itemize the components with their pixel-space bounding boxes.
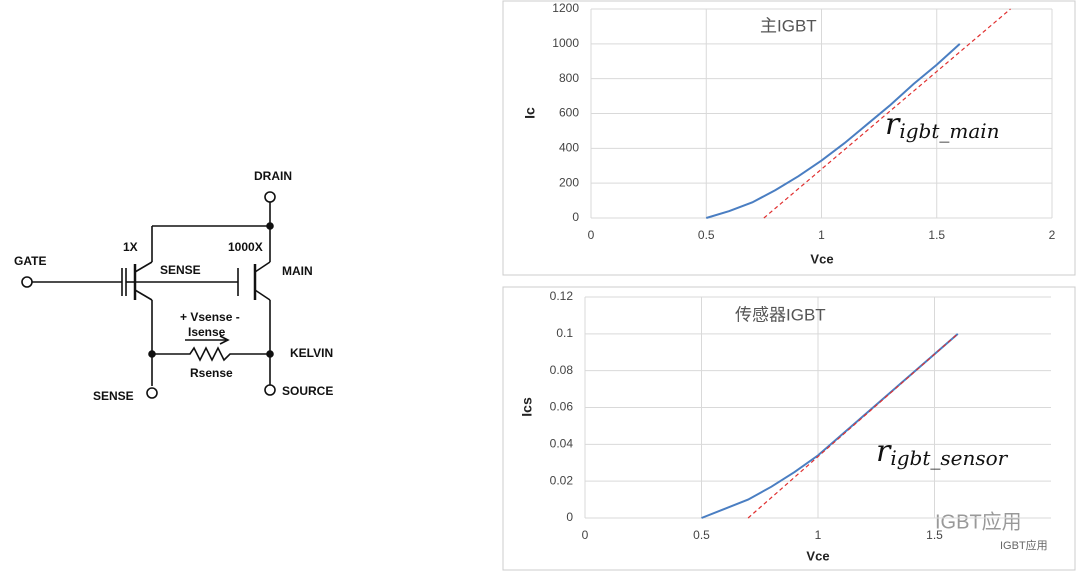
data-line [747, 333, 959, 519]
annotation-sub: igbt_main [899, 119, 999, 143]
y-tick-label: 1200 [552, 1, 579, 15]
y-tick-label: 0.12 [550, 289, 574, 303]
x-tick-label: 2 [1049, 228, 1056, 242]
y-tick-label: 800 [559, 71, 579, 85]
data-line [701, 333, 959, 519]
data-line [763, 8, 1011, 219]
x-tick-label: 0 [582, 528, 589, 542]
y-axis-label: Ic [522, 107, 538, 119]
label: DRAIN [254, 169, 292, 183]
label: Rsense [190, 366, 233, 380]
chart-title: 主IGBT [760, 16, 817, 35]
chart-title: 传感器IGBT [735, 305, 826, 324]
annotation: rigbt_main [885, 107, 1000, 143]
annotation-sub: igbt_sensor [890, 446, 1008, 470]
y-tick-label: 1000 [552, 36, 579, 50]
label: MAIN [282, 264, 313, 278]
annotation-base: r [885, 107, 901, 142]
x-tick-label: 1.5 [928, 228, 945, 242]
x-axis-label: Vce [810, 251, 833, 266]
x-axis-label: Vce [806, 548, 829, 563]
y-tick-label: 200 [559, 175, 579, 189]
label: SENSE [160, 263, 201, 277]
y-tick-label: 0.02 [550, 473, 574, 487]
label: 1000X [228, 240, 263, 254]
watermark: IGBT应用 [935, 510, 1022, 533]
watermark: IGBT应用 [1000, 538, 1048, 552]
label: 1X [123, 240, 138, 254]
label: Isense [188, 325, 226, 339]
y-axis-label: Ics [519, 397, 535, 417]
x-tick-label: 1 [815, 528, 822, 542]
x-tick-label: 0.5 [693, 528, 710, 542]
label: KELVIN [290, 346, 333, 360]
panel [502, 0, 1076, 276]
label: GATE [14, 254, 46, 268]
annotation-base: r [876, 434, 892, 469]
y-tick-label: 0 [566, 510, 573, 524]
annotation: rigbt_sensor [876, 434, 1009, 470]
y-tick-label: 0.06 [550, 400, 574, 414]
x-tick-label: 0 [588, 228, 595, 242]
x-tick-label: 1 [818, 228, 825, 242]
data-line [705, 43, 961, 219]
y-tick-label: 0.04 [550, 437, 574, 451]
y-tick-label: 400 [559, 141, 579, 155]
label: + Vsense - [180, 310, 240, 324]
label: SENSE [93, 389, 134, 403]
y-tick-label: 600 [559, 106, 579, 120]
y-tick-label: 0.1 [556, 326, 573, 340]
x-tick-label: 0.5 [698, 228, 715, 242]
y-tick-label: 0 [572, 210, 579, 224]
label: SOURCE [282, 384, 333, 398]
circuit [21, 191, 276, 399]
x-tick-label: 1.5 [926, 528, 943, 542]
panel [502, 286, 1076, 571]
y-tick-label: 0.08 [550, 363, 574, 377]
